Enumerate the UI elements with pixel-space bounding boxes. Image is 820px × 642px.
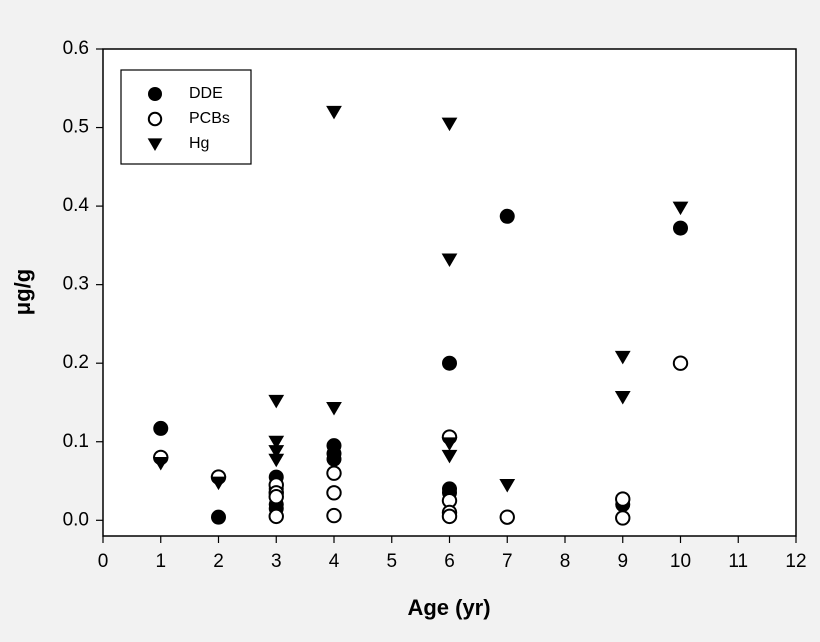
point [210,476,227,491]
x-tick-label: 6 [444,551,455,572]
point [499,509,515,525]
point [614,390,631,405]
point [268,445,285,459]
x-tick-label: 1 [155,551,166,572]
x-tick-label: 11 [728,551,748,572]
y-tick-label: 0.2 [63,352,89,373]
point [615,491,631,507]
y-axis-title: μg/g [10,269,35,315]
y-tick-label: 0.4 [63,195,90,216]
legend-label: Hg [189,135,209,152]
point [268,453,285,468]
point [152,456,169,471]
point [441,449,458,464]
point [672,201,689,216]
point [326,401,342,416]
point [326,105,342,120]
point [441,508,458,525]
legend-marker [147,111,163,127]
point [268,489,284,505]
x-tick-label: 9 [617,551,628,572]
point [673,220,688,236]
point [268,508,284,525]
y-tick-label: 0.0 [63,509,89,530]
y-tick-label: 0.3 [63,274,89,295]
x-tick-label: 0 [98,551,109,572]
point [326,451,342,467]
point [499,478,516,493]
legend [120,69,252,165]
x-tick-label: 8 [560,551,571,572]
point [441,437,458,451]
y-tick-label: 0.1 [63,431,89,452]
x-tick-label: 3 [271,551,282,572]
legend-label: DDE [189,85,223,102]
y-tick-label: 0.5 [63,117,89,138]
point [268,394,285,409]
x-tick-label: 10 [670,551,691,572]
x-tick-label: 4 [329,551,340,572]
legend-marker [147,138,163,151]
x-tick-label: 12 [785,551,806,572]
point [442,355,457,371]
point [672,355,689,371]
point [441,253,458,268]
point [326,507,342,524]
point [268,435,285,450]
point [441,117,458,132]
legend-label: PCBs [189,110,230,127]
y-tick-label: 0.6 [63,38,89,59]
point [499,208,515,224]
point [153,420,169,436]
x-axis-title: Age (yr) [407,595,490,620]
point [615,510,631,526]
point [326,465,342,481]
x-tick-label: 7 [502,551,513,572]
point [614,350,631,365]
x-tick-label: 2 [213,551,224,572]
point [326,485,342,501]
x-tick-label: 5 [386,551,397,572]
point [211,509,226,525]
legend-marker [148,87,162,101]
